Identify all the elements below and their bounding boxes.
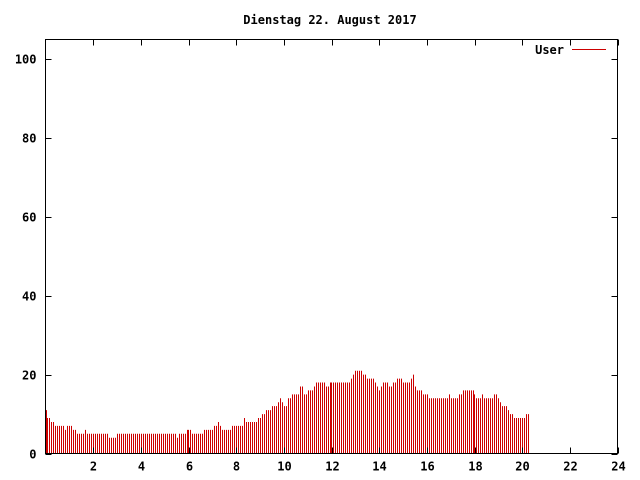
bar-group [46,370,529,454]
y-tick-label: 0 [29,448,36,462]
legend-label: User [535,43,564,57]
x-axis: 2 4 6 8 10 12 14 16 18 20 22 24 [90,39,626,474]
y-tick-label: 20 [22,369,36,383]
x-tick-label: 6 [186,460,193,474]
x-tick-label: 4 [138,460,145,474]
legend: User [535,43,606,57]
y-tick-label: 60 [22,211,36,225]
x-tick-label: 16 [420,460,434,474]
x-tick-label: 10 [277,460,291,474]
x-tick-label: 20 [515,460,529,474]
x-tick-label: 8 [233,460,240,474]
y-tick-label: 40 [22,290,36,304]
y-tick-label: 80 [22,132,36,146]
plot-frame [45,39,618,454]
y-tick-label: 100 [15,53,37,67]
chart-title: Dienstag 22. August 2017 [243,13,416,27]
y-axis: 0 20 40 60 80 100 [15,53,618,462]
x-tick-label: 18 [468,460,482,474]
x-tick-label: 14 [372,460,386,474]
x-tick-label: 24 [611,460,625,474]
x-tick-label: 12 [325,460,339,474]
x-tick-label: 2 [90,460,97,474]
x-tick-label: 22 [563,460,577,474]
